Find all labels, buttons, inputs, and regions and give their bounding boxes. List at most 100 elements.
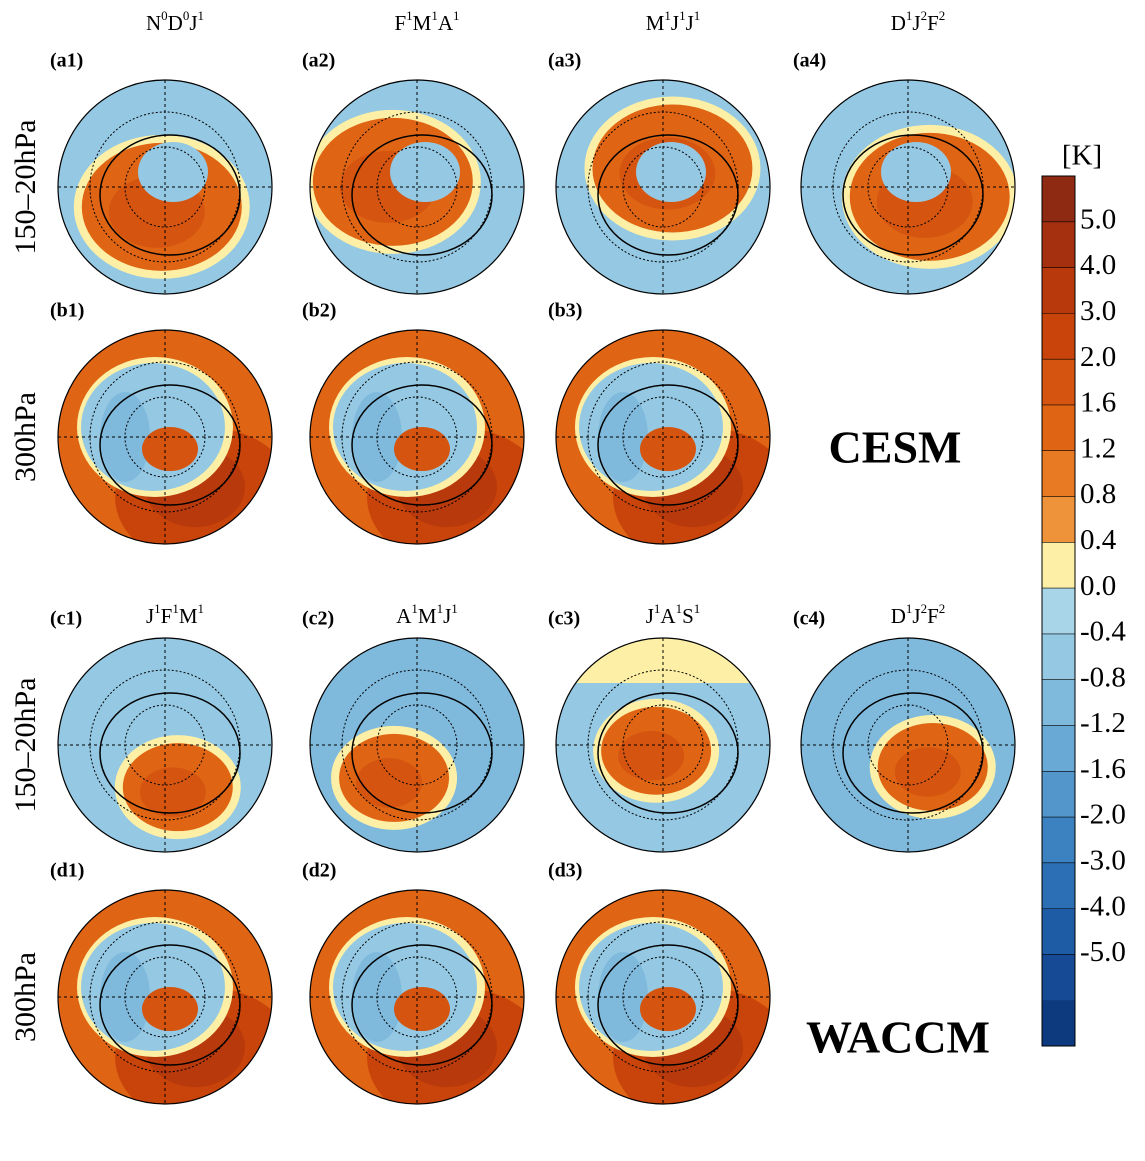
- contour: [99, 134, 241, 256]
- header-letter: J: [671, 11, 679, 35]
- polar-map: [556, 890, 770, 1104]
- header-superscript: 1: [198, 601, 205, 616]
- model-label: CESM: [829, 422, 962, 473]
- header-superscript: 2: [921, 601, 928, 616]
- header-superscript: 1: [198, 8, 205, 23]
- colorbar-swatch: [1042, 908, 1075, 955]
- panel-label: (b3): [548, 300, 582, 322]
- header-superscript: 2: [939, 8, 946, 23]
- header-letter: J: [912, 604, 920, 628]
- map-border: [57, 79, 273, 295]
- level-label: 300hPa: [9, 392, 42, 482]
- contour: [99, 384, 241, 506]
- polar-map: [310, 890, 524, 1104]
- polar-map: [310, 80, 524, 294]
- map-border: [309, 79, 525, 295]
- panel-label: (d1): [50, 860, 84, 882]
- header-superscript: 1: [406, 8, 413, 23]
- anomaly-area: [394, 987, 450, 1031]
- map-border: [555, 329, 771, 545]
- colorbar-tick-label: -0.8: [1080, 661, 1126, 693]
- header-superscript: 1: [679, 8, 686, 23]
- colorbar-swatch: [1042, 267, 1075, 314]
- model-label: WACCM: [806, 1012, 990, 1063]
- header-letter: M: [418, 604, 437, 628]
- contour: [842, 134, 984, 256]
- colorbar-swatch: [1042, 176, 1075, 223]
- anomaly-area: [142, 987, 198, 1031]
- header-superscript: 2: [921, 8, 928, 23]
- colorbar-tick-label: -1.6: [1080, 753, 1126, 785]
- contour: [597, 944, 739, 1066]
- polar-map: [556, 638, 770, 852]
- header-letter: F: [927, 11, 939, 35]
- map-border: [57, 329, 273, 545]
- map-border: [555, 637, 771, 853]
- header-letter: A: [438, 11, 454, 35]
- contour: [842, 692, 984, 814]
- header-superscript: 0: [161, 8, 168, 23]
- header-letter: M: [179, 604, 198, 628]
- header-superscript: 1: [664, 8, 671, 23]
- colorbar-tick-label: 1.6: [1080, 387, 1116, 419]
- column-header: A1M1J1: [396, 601, 458, 627]
- header-letter: J: [146, 604, 154, 628]
- anomaly-area: [394, 427, 450, 471]
- colorbar-swatch: [1042, 313, 1075, 360]
- anomaly-area: [640, 987, 696, 1031]
- contour: [99, 692, 241, 814]
- header-superscript: 1: [676, 601, 683, 616]
- colorbar-swatch: [1042, 359, 1075, 406]
- colorbar-unit: [K]: [1062, 140, 1102, 172]
- header-letter: F: [394, 11, 406, 35]
- header-letter: D: [168, 11, 183, 35]
- contour: [351, 692, 493, 814]
- header-letter: M: [413, 11, 432, 35]
- header-superscript: 1: [906, 8, 913, 23]
- header-superscript: 0: [183, 8, 190, 23]
- anomaly-area: [390, 142, 460, 202]
- column-header: D1J2F2: [891, 601, 946, 627]
- anomaly-area: [139, 767, 206, 817]
- map-border: [555, 889, 771, 1105]
- colorbar-tick-label: 2.0: [1080, 341, 1116, 373]
- header-letter: F: [927, 604, 939, 628]
- column-header: D1J2F2: [891, 8, 946, 34]
- header-letter: J: [646, 604, 654, 628]
- map-border: [309, 889, 525, 1105]
- colorbar-swatch: [1042, 1000, 1075, 1047]
- header-letter: D: [891, 604, 906, 628]
- header-letter: J: [686, 11, 694, 35]
- panel-label: (c3): [548, 608, 580, 630]
- colorbar-tick-label: 1.2: [1080, 432, 1116, 464]
- contour: [597, 134, 739, 256]
- colorbar-tick-label: -3.0: [1080, 844, 1126, 876]
- polar-map: [310, 330, 524, 544]
- level-label: 150–20hPa: [9, 678, 42, 813]
- contour: [597, 384, 739, 506]
- colorbar-swatch: [1042, 954, 1075, 1001]
- panel-label: (d3): [548, 860, 582, 882]
- polar-map: [58, 890, 272, 1104]
- colorbar-tick-label: -0.4: [1080, 616, 1126, 648]
- panel-label: (a2): [302, 50, 335, 72]
- level-label: 300hPa: [9, 952, 42, 1042]
- panel-label: (a4): [793, 50, 826, 72]
- contour: [597, 692, 739, 814]
- colorbar-swatch: [1042, 862, 1075, 910]
- panel-label: (c1): [50, 608, 82, 630]
- colorbar-swatch: [1042, 404, 1075, 452]
- header-superscript: 2: [939, 601, 946, 616]
- panel-label: (a3): [548, 50, 581, 72]
- anomaly-area: [142, 427, 198, 471]
- column-header: M1J1J1: [646, 8, 701, 34]
- panel-label: (b2): [302, 300, 336, 322]
- anomaly-area: [894, 747, 961, 797]
- colorbar-frame: [1041, 175, 1076, 1047]
- panel-label: (c2): [302, 608, 334, 630]
- header-superscript: 1: [431, 8, 438, 23]
- header-letter: A: [396, 604, 412, 628]
- anomaly-area: [636, 142, 706, 202]
- colorbar-tick-label: 3.0: [1080, 295, 1116, 327]
- colorbar-tick-label: -5.0: [1080, 936, 1126, 968]
